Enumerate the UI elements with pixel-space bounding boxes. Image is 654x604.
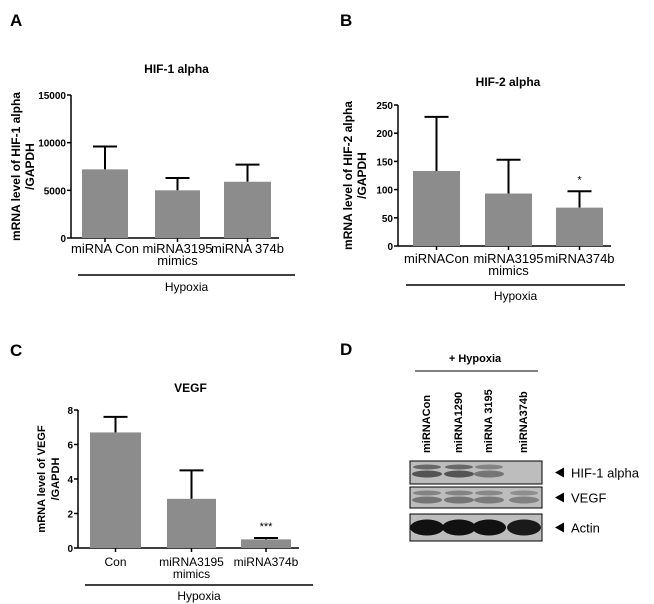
y-tick-label: 50 bbox=[382, 214, 394, 225]
chart-B: HIF-2 alpha mRNA level of HIF-2 alpha/GAP… bbox=[341, 75, 625, 303]
chart-C: VEGF mRNA level of VEGF/GAPDH 0 2 4 6 8 Con miRN… bbox=[36, 381, 313, 603]
lane-label: miRNA 3195 bbox=[483, 389, 495, 453]
y-tick-label: 100 bbox=[376, 186, 393, 197]
bar bbox=[241, 539, 291, 548]
y-axis-label-line: /GAPDH bbox=[50, 458, 62, 501]
y-tick-label: 0 bbox=[387, 242, 393, 253]
x-tick-label: miRNA3195 bbox=[473, 251, 543, 266]
blot-row-label: VEGF bbox=[571, 491, 606, 506]
y-tick-label: 0 bbox=[60, 234, 66, 245]
y-tick-label: 5000 bbox=[44, 186, 67, 197]
western-blot: + Hypoxia miRNACon miRNA1290 miRNA 3195 miRN… bbox=[409, 353, 640, 542]
lane-label: miRNA374b bbox=[518, 391, 530, 453]
bar bbox=[556, 207, 603, 246]
x-tick-label: Con bbox=[104, 555, 126, 569]
blot-band bbox=[445, 490, 473, 496]
bar bbox=[224, 181, 271, 238]
y-tick-label: 6 bbox=[67, 441, 73, 452]
blot-band bbox=[410, 519, 444, 536]
x-tick-label: mimics bbox=[488, 263, 529, 278]
arrow-icon bbox=[555, 492, 564, 503]
bar bbox=[167, 498, 216, 548]
blot-band bbox=[444, 496, 474, 504]
blot-band bbox=[475, 464, 503, 470]
blot-band bbox=[474, 496, 504, 504]
x-tick-label: miRNACon bbox=[404, 251, 469, 266]
blot-band bbox=[475, 490, 503, 496]
x-tick-label: miRNA Con bbox=[71, 241, 139, 256]
significance-marker: *** bbox=[260, 521, 274, 533]
blot-band bbox=[442, 519, 476, 536]
blot-strip bbox=[409, 486, 543, 509]
panel-letter: C bbox=[10, 341, 22, 360]
bar bbox=[82, 169, 128, 238]
chart-A: HIF-1 alpha mRNA level of HIF-1 alpha/GAP… bbox=[9, 62, 295, 294]
bar bbox=[90, 432, 141, 548]
blot-band bbox=[472, 519, 506, 536]
panel-letter: D bbox=[340, 340, 352, 359]
blot-band bbox=[507, 519, 541, 536]
y-axis-label: mRNA level of HIF-1 alpha/GAPDH bbox=[9, 92, 37, 241]
y-axis-label-line: mRNA level of HIF-1 alpha bbox=[9, 92, 23, 241]
arrow-icon bbox=[555, 467, 564, 478]
blot-band bbox=[444, 470, 474, 478]
blot-band bbox=[510, 490, 538, 496]
group-label: Hypoxia bbox=[177, 589, 221, 603]
group-label: Hypoxia bbox=[165, 280, 209, 294]
x-tick-label: miRNA374b bbox=[544, 251, 614, 266]
y-tick-label: 15000 bbox=[38, 91, 66, 102]
y-axis-label: mRNA level of VEGF/GAPDH bbox=[36, 425, 62, 532]
chart-title: HIF-2 alpha bbox=[476, 75, 541, 89]
bar bbox=[155, 190, 200, 238]
blot-band bbox=[474, 470, 504, 478]
blot-band bbox=[445, 464, 473, 470]
x-tick-label: miRNA3195 bbox=[159, 555, 224, 569]
x-tick-label: miRNA 374b bbox=[211, 241, 284, 256]
blot-band bbox=[413, 464, 441, 470]
y-tick-label: 250 bbox=[376, 101, 393, 112]
significance-marker: * bbox=[577, 174, 582, 186]
bar bbox=[485, 193, 532, 246]
lane-label: miRNACon bbox=[421, 395, 433, 453]
y-tick-label: 4 bbox=[67, 475, 73, 486]
panel-letter: A bbox=[10, 11, 22, 30]
y-axis-label-line: /GAPDH bbox=[23, 143, 37, 190]
blot-header: + Hypoxia bbox=[449, 353, 502, 365]
blot-band bbox=[413, 490, 441, 496]
y-tick-label: 200 bbox=[376, 129, 393, 140]
chart-title: VEGF bbox=[174, 381, 207, 395]
blot-band bbox=[509, 496, 539, 504]
group-label: Hypoxia bbox=[494, 289, 538, 303]
blot-row-label: HIF-1 alpha bbox=[571, 466, 640, 481]
x-tick-label: miRNA374b bbox=[234, 555, 299, 569]
y-axis-label-line: mRNA level of VEGF bbox=[36, 425, 48, 532]
y-tick-label: 8 bbox=[67, 406, 73, 417]
bar bbox=[413, 170, 460, 246]
y-tick-label: 0 bbox=[67, 544, 73, 555]
y-tick-label: 150 bbox=[376, 157, 393, 168]
x-tick-label: mimics bbox=[157, 253, 198, 268]
x-tick-label: miRNA3195 bbox=[142, 241, 212, 256]
arrow-icon bbox=[555, 522, 564, 533]
y-axis-label: mRNA level of HIF-2 alpha/GAPDH bbox=[341, 101, 369, 250]
y-tick-label: 10000 bbox=[38, 139, 66, 150]
blot-band bbox=[412, 496, 442, 504]
x-tick-label: mimics bbox=[173, 567, 210, 581]
blot-row-label: Actin bbox=[571, 521, 600, 536]
y-axis-label-line: /GAPDH bbox=[355, 152, 369, 199]
panel-letter: B bbox=[340, 11, 352, 30]
lane-label: miRNA1290 bbox=[453, 392, 465, 453]
y-axis-label-line: mRNA level of HIF-2 alpha bbox=[341, 101, 355, 250]
blot-band bbox=[412, 470, 442, 478]
y-tick-label: 2 bbox=[67, 510, 73, 521]
chart-title: HIF-1 alpha bbox=[144, 62, 209, 76]
